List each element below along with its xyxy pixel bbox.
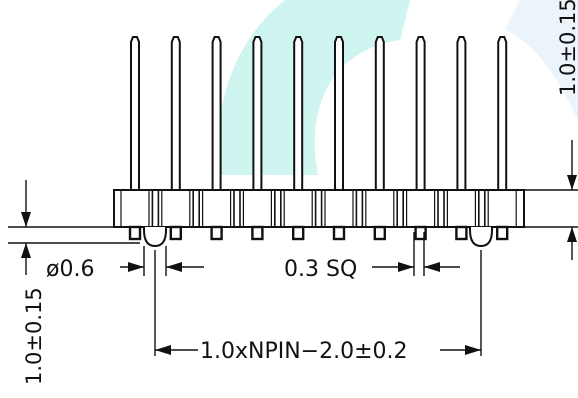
lower-pin-stub <box>373 225 386 241</box>
lower-pin-stub <box>292 225 305 241</box>
arrow-sq-left <box>398 262 414 272</box>
pins-lower <box>128 225 509 241</box>
header-body <box>113 189 525 228</box>
right-height-label: 1.0±0.15 <box>556 0 578 96</box>
lower-pin-stub <box>496 225 509 241</box>
upper-pin <box>252 36 263 190</box>
upper-pin <box>211 36 222 190</box>
upper-pin <box>456 36 467 190</box>
left-height-label: 1.0±0.15 <box>22 287 46 385</box>
upper-pin <box>374 36 385 190</box>
pins-upper <box>130 36 508 190</box>
lower-pin-stub <box>128 225 142 241</box>
arrow-dia-left <box>128 262 144 272</box>
lower-pin-stub <box>455 225 468 241</box>
lower-pin-stub <box>169 225 183 241</box>
lower-pin-stub <box>414 225 427 241</box>
upper-pin <box>497 36 508 190</box>
upper-pin <box>415 36 426 190</box>
watermark-arc-teal <box>218 0 410 175</box>
body-dividers <box>120 190 517 227</box>
lower-pin-stub <box>332 225 346 241</box>
arrow-right-height-down <box>567 175 577 190</box>
upper-pin <box>334 36 344 190</box>
arrow-right-height-up <box>567 227 577 242</box>
arrow-left-height-down <box>21 212 31 227</box>
arrow-dia-right <box>166 262 182 272</box>
watermark-arc-blue <box>505 0 578 120</box>
upper-pin <box>170 36 181 190</box>
arrow-left-height-up <box>21 243 31 258</box>
arrow-length-left <box>155 345 171 355</box>
pin-diameter-label: ø0.6 <box>46 257 94 282</box>
upper-pin <box>130 36 140 190</box>
lower-pin-stub <box>210 225 223 241</box>
watermark-logo <box>218 0 578 175</box>
pin-square-label: 0.3 SQ <box>284 257 357 282</box>
arrow-sq-right <box>424 262 440 272</box>
lower-pin-stub <box>251 225 264 241</box>
arrow-length-right <box>465 345 481 355</box>
overall-length-label: 1.0xNPIN−2.0±0.2 <box>200 339 408 364</box>
upper-pin <box>293 36 304 190</box>
right-end-post <box>469 227 493 248</box>
body-outline <box>113 189 525 228</box>
dimension-arrows <box>21 175 577 355</box>
left-end-post <box>143 227 167 248</box>
